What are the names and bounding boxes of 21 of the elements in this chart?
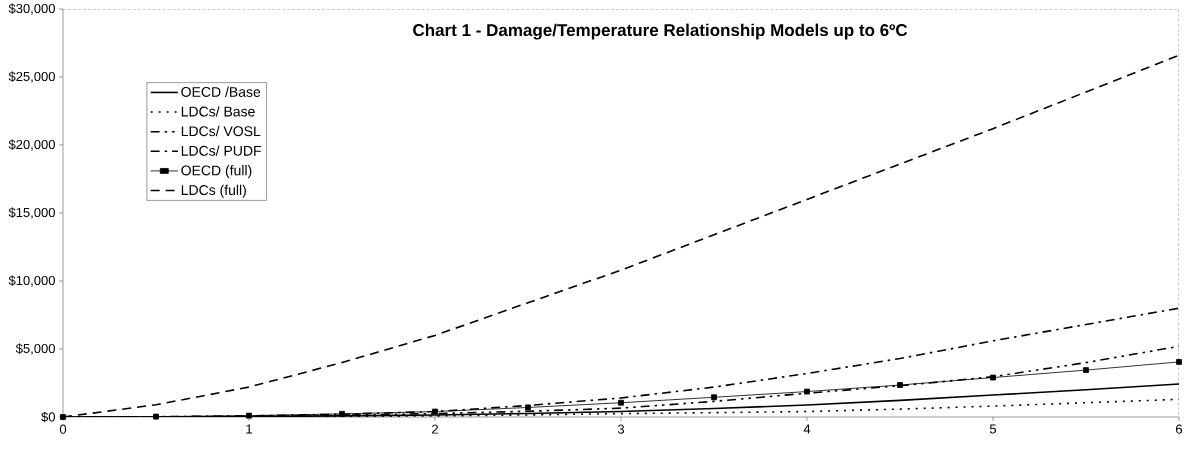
y-tick-label: $30,000 xyxy=(8,3,55,15)
x-tick-label: 6 xyxy=(1176,424,1183,434)
legend-label: LDCs/ Base xyxy=(181,106,255,117)
y-tick-label: $25,000 xyxy=(8,71,55,83)
legend-label: OECD /Base xyxy=(181,86,261,97)
y-tick-label: $10,000 xyxy=(8,275,55,287)
y-tick-label: $0 xyxy=(41,411,55,423)
text: Chart 1 - Damage/Temperature Relationship Models up to 6ºC xyxy=(413,23,908,40)
y-tick-label: $15,000 xyxy=(8,207,55,219)
x-tick-label: 2 xyxy=(432,424,438,434)
y-tick-label: $20,000 xyxy=(8,139,55,151)
x-tick-label: 5 xyxy=(989,424,997,434)
x-tick-label: 1 xyxy=(246,424,252,434)
legend-label: LDCs/ VOSL xyxy=(181,125,261,137)
legend-label: OECD (full) xyxy=(181,165,252,179)
x-tick-label: 0 xyxy=(59,424,67,434)
x-tick-label: 4 xyxy=(803,424,811,434)
x-tick-label: 3 xyxy=(617,424,625,434)
legend-label: LDCs/ PUDF xyxy=(181,145,261,156)
legend-label: LDCs (full) xyxy=(181,184,246,198)
y-tick-label: $5,000 xyxy=(15,343,55,355)
